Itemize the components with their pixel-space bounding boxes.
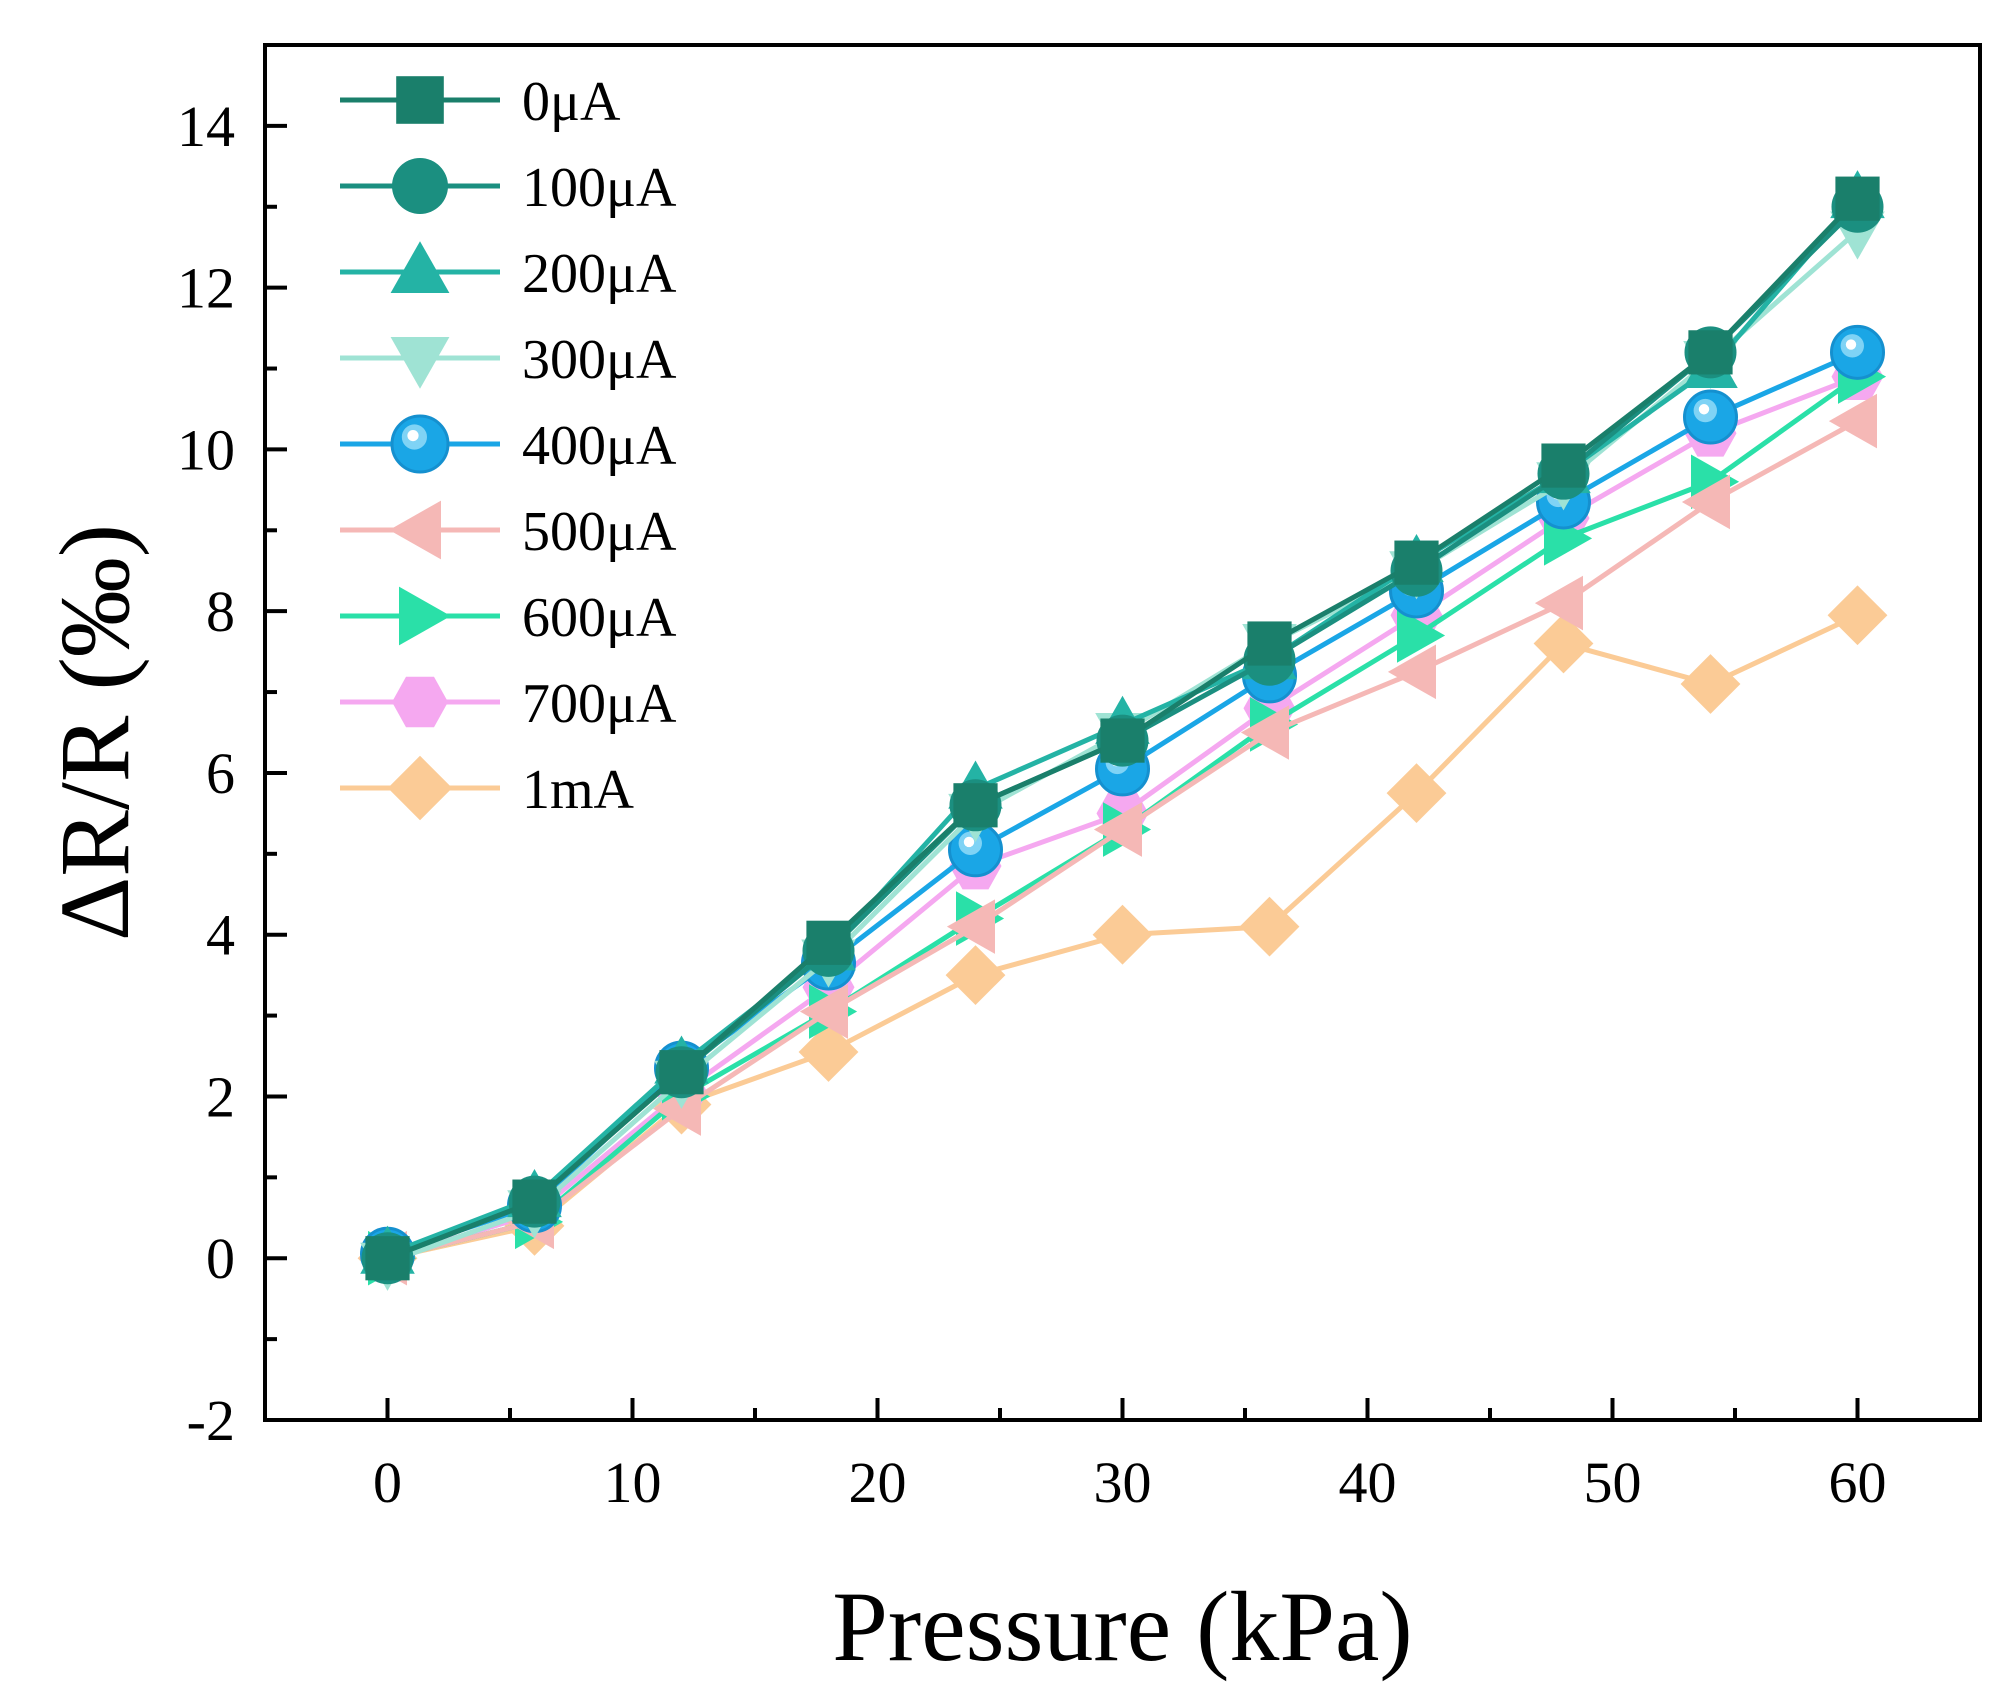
- legend-item: 1mA: [340, 755, 635, 821]
- legend-marker: [392, 676, 448, 728]
- legend-marker: [392, 158, 448, 214]
- data-point: [1534, 575, 1583, 631]
- legend-item: 300μA: [340, 329, 677, 391]
- data-point: [1683, 389, 1738, 445]
- legend-label: 200μA: [522, 243, 677, 305]
- plot-series: [357, 170, 1888, 1291]
- data-point: [1680, 654, 1741, 714]
- x-axis: 0 10 20 30 40 50 60: [373, 1398, 1887, 1515]
- legend-marker: [390, 337, 450, 389]
- data-point: [365, 1236, 410, 1281]
- y-tick-label: 10: [177, 417, 235, 482]
- data-point: [659, 1050, 704, 1095]
- x-tick-label: 50: [1584, 1450, 1642, 1515]
- x-axis-title: Pressure (kPa): [832, 1571, 1412, 1682]
- legend-item: 600μA: [340, 586, 677, 649]
- data-point: [1835, 176, 1880, 221]
- data-point: [1827, 585, 1888, 646]
- x-tick-label: 10: [604, 1450, 662, 1515]
- data-point: [1830, 324, 1885, 380]
- sphere-highlight: [407, 430, 419, 442]
- data-point: [946, 899, 995, 954]
- legend-marker: [396, 76, 444, 124]
- y-tick-label: 0: [206, 1226, 235, 1291]
- legend-label: 300μA: [522, 329, 677, 391]
- y-tick-label: 14: [177, 94, 235, 159]
- data-point: [1093, 802, 1142, 857]
- legend-label: 400μA: [522, 415, 677, 477]
- legend-item: 400μA: [340, 414, 677, 477]
- data-point: [953, 783, 998, 828]
- data-point: [1394, 540, 1439, 585]
- data-point: [512, 1179, 557, 1224]
- legend-label: 0μA: [522, 71, 621, 133]
- y-tick-label: 2: [206, 1064, 235, 1129]
- data-point: [1387, 644, 1436, 700]
- data-point: [1100, 718, 1145, 763]
- legend-label: 700μA: [522, 673, 677, 735]
- legend-label: 500μA: [522, 501, 677, 563]
- x-tick-label: 30: [1094, 1450, 1152, 1515]
- series-0μA: [365, 176, 1880, 1281]
- legend-label: 100μA: [522, 157, 677, 219]
- data-point: [1397, 608, 1446, 663]
- legend-item: 700μA: [340, 673, 677, 735]
- data-point: [1828, 393, 1877, 449]
- x-tick-label: 40: [1339, 1450, 1397, 1515]
- data-point: [1681, 474, 1730, 530]
- legend-item: 0μA: [340, 71, 621, 133]
- data-point: [806, 920, 851, 965]
- data-point: [1533, 613, 1594, 674]
- data-point: [1240, 705, 1289, 760]
- y-tick-label: -2: [187, 1388, 235, 1453]
- data-point: [1386, 763, 1447, 824]
- data-point: [799, 984, 848, 1039]
- legend-marker: [399, 586, 451, 646]
- sphere-highlight: [1845, 339, 1857, 350]
- y-tick-label: 8: [206, 579, 235, 644]
- x-tick-label: 60: [1829, 1450, 1887, 1515]
- data-point: [1239, 896, 1300, 957]
- x-tick-label: 20: [849, 1450, 907, 1515]
- y-tick-label: 6: [206, 741, 235, 806]
- x-tick-label: 0: [373, 1450, 402, 1515]
- data-point: [945, 945, 1006, 1006]
- data-point: [798, 1022, 859, 1082]
- series-1mA: [357, 585, 1888, 1289]
- y-axis-title: ΔR/R (‰): [39, 524, 150, 941]
- y-tick-label: 4: [206, 903, 235, 968]
- legend-item: 500μA: [340, 500, 677, 563]
- sphere-highlight: [963, 836, 975, 848]
- y-axis: -2 0 2 4 6 8 10 12 14: [177, 94, 287, 1453]
- legend-label: 1mA: [522, 759, 635, 821]
- legend: 0μA 100μA 200μA 300μA 400μA 500μA 600μA 700μA 1m…: [340, 71, 677, 821]
- legend-marker: [390, 241, 450, 293]
- legend-item: 100μA: [340, 157, 677, 219]
- legend-marker: [387, 755, 453, 821]
- data-point: [1247, 621, 1292, 666]
- sphere-highlight: [1698, 404, 1710, 415]
- legend-marker: [389, 500, 441, 560]
- data-point: [1092, 904, 1153, 965]
- data-point: [1541, 443, 1586, 488]
- y-tick-label: 12: [177, 256, 235, 321]
- legend-marker: [390, 414, 450, 474]
- legend-label: 600μA: [522, 587, 677, 649]
- legend-item: 200μA: [340, 241, 677, 305]
- data-point: [1688, 330, 1733, 375]
